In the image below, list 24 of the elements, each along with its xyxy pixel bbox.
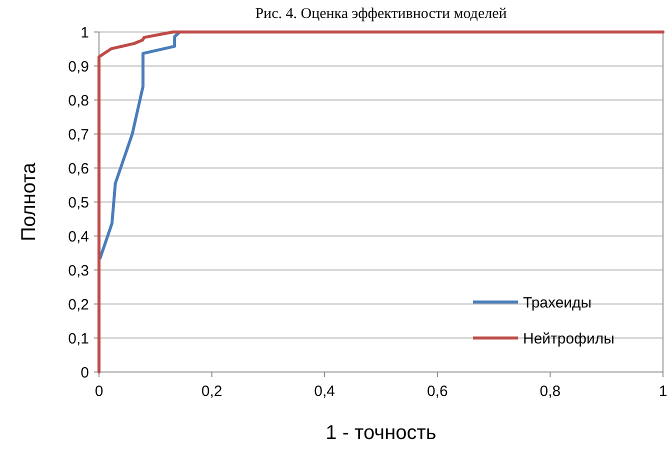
y-tick-label: 0,4 bbox=[68, 228, 89, 246]
line-series bbox=[98, 30, 664, 374]
y-tick-label: 0,6 bbox=[68, 160, 89, 178]
x-axis-title: 1 - точность bbox=[326, 422, 436, 444]
y-tick-label: 1 bbox=[80, 24, 89, 42]
y-tick-label: 0,1 bbox=[68, 330, 89, 348]
y-tick-label: 0,8 bbox=[68, 92, 89, 110]
x-tick-label: 0,6 bbox=[426, 383, 448, 400]
x-tick-label: 0,8 bbox=[540, 383, 561, 400]
y-axis-title: Полнота bbox=[18, 162, 40, 242]
x-tick-label: 0 bbox=[94, 383, 104, 400]
y-tick-label: 0,9 bbox=[68, 58, 89, 76]
legend-label: Трахеиды bbox=[523, 294, 592, 312]
line-series bbox=[98, 30, 182, 260]
y-tick-label: 0,2 bbox=[68, 296, 89, 314]
x-tick-label: 1 bbox=[658, 383, 668, 400]
y-tick-label: 0,5 bbox=[68, 194, 89, 212]
y-tick-label: 0,3 bbox=[68, 262, 89, 280]
x-tick-label: 0,2 bbox=[201, 383, 222, 400]
y-tick-label: 0,7 bbox=[68, 126, 89, 144]
x-tick-label: 0,4 bbox=[314, 383, 336, 400]
chart-title: Рис. 4. Оценка эффективности моделей bbox=[255, 6, 507, 22]
y-tick-label: 0 bbox=[80, 364, 89, 382]
legend-label: Нейтрофилы bbox=[523, 330, 614, 348]
